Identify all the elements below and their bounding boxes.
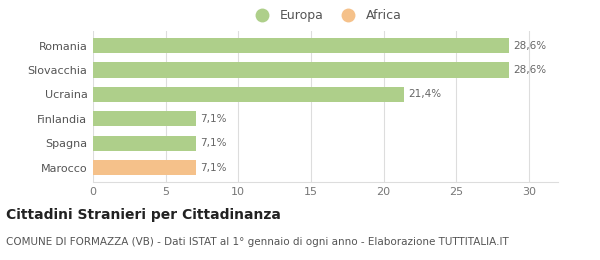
Text: 7,1%: 7,1% bbox=[200, 162, 227, 173]
Legend: Europa, Africa: Europa, Africa bbox=[250, 9, 401, 22]
Text: 7,1%: 7,1% bbox=[200, 138, 227, 148]
Text: COMUNE DI FORMAZZA (VB) - Dati ISTAT al 1° gennaio di ogni anno - Elaborazione T: COMUNE DI FORMAZZA (VB) - Dati ISTAT al … bbox=[6, 237, 509, 246]
Bar bbox=[93, 87, 404, 102]
Bar bbox=[93, 38, 509, 53]
Bar bbox=[93, 62, 509, 77]
Text: 7,1%: 7,1% bbox=[200, 114, 227, 124]
Text: 28,6%: 28,6% bbox=[513, 41, 546, 51]
Bar bbox=[93, 136, 196, 151]
Text: 21,4%: 21,4% bbox=[409, 89, 442, 99]
Bar bbox=[93, 160, 196, 175]
Bar bbox=[93, 111, 196, 126]
Text: Cittadini Stranieri per Cittadinanza: Cittadini Stranieri per Cittadinanza bbox=[6, 208, 281, 222]
Text: 28,6%: 28,6% bbox=[513, 65, 546, 75]
